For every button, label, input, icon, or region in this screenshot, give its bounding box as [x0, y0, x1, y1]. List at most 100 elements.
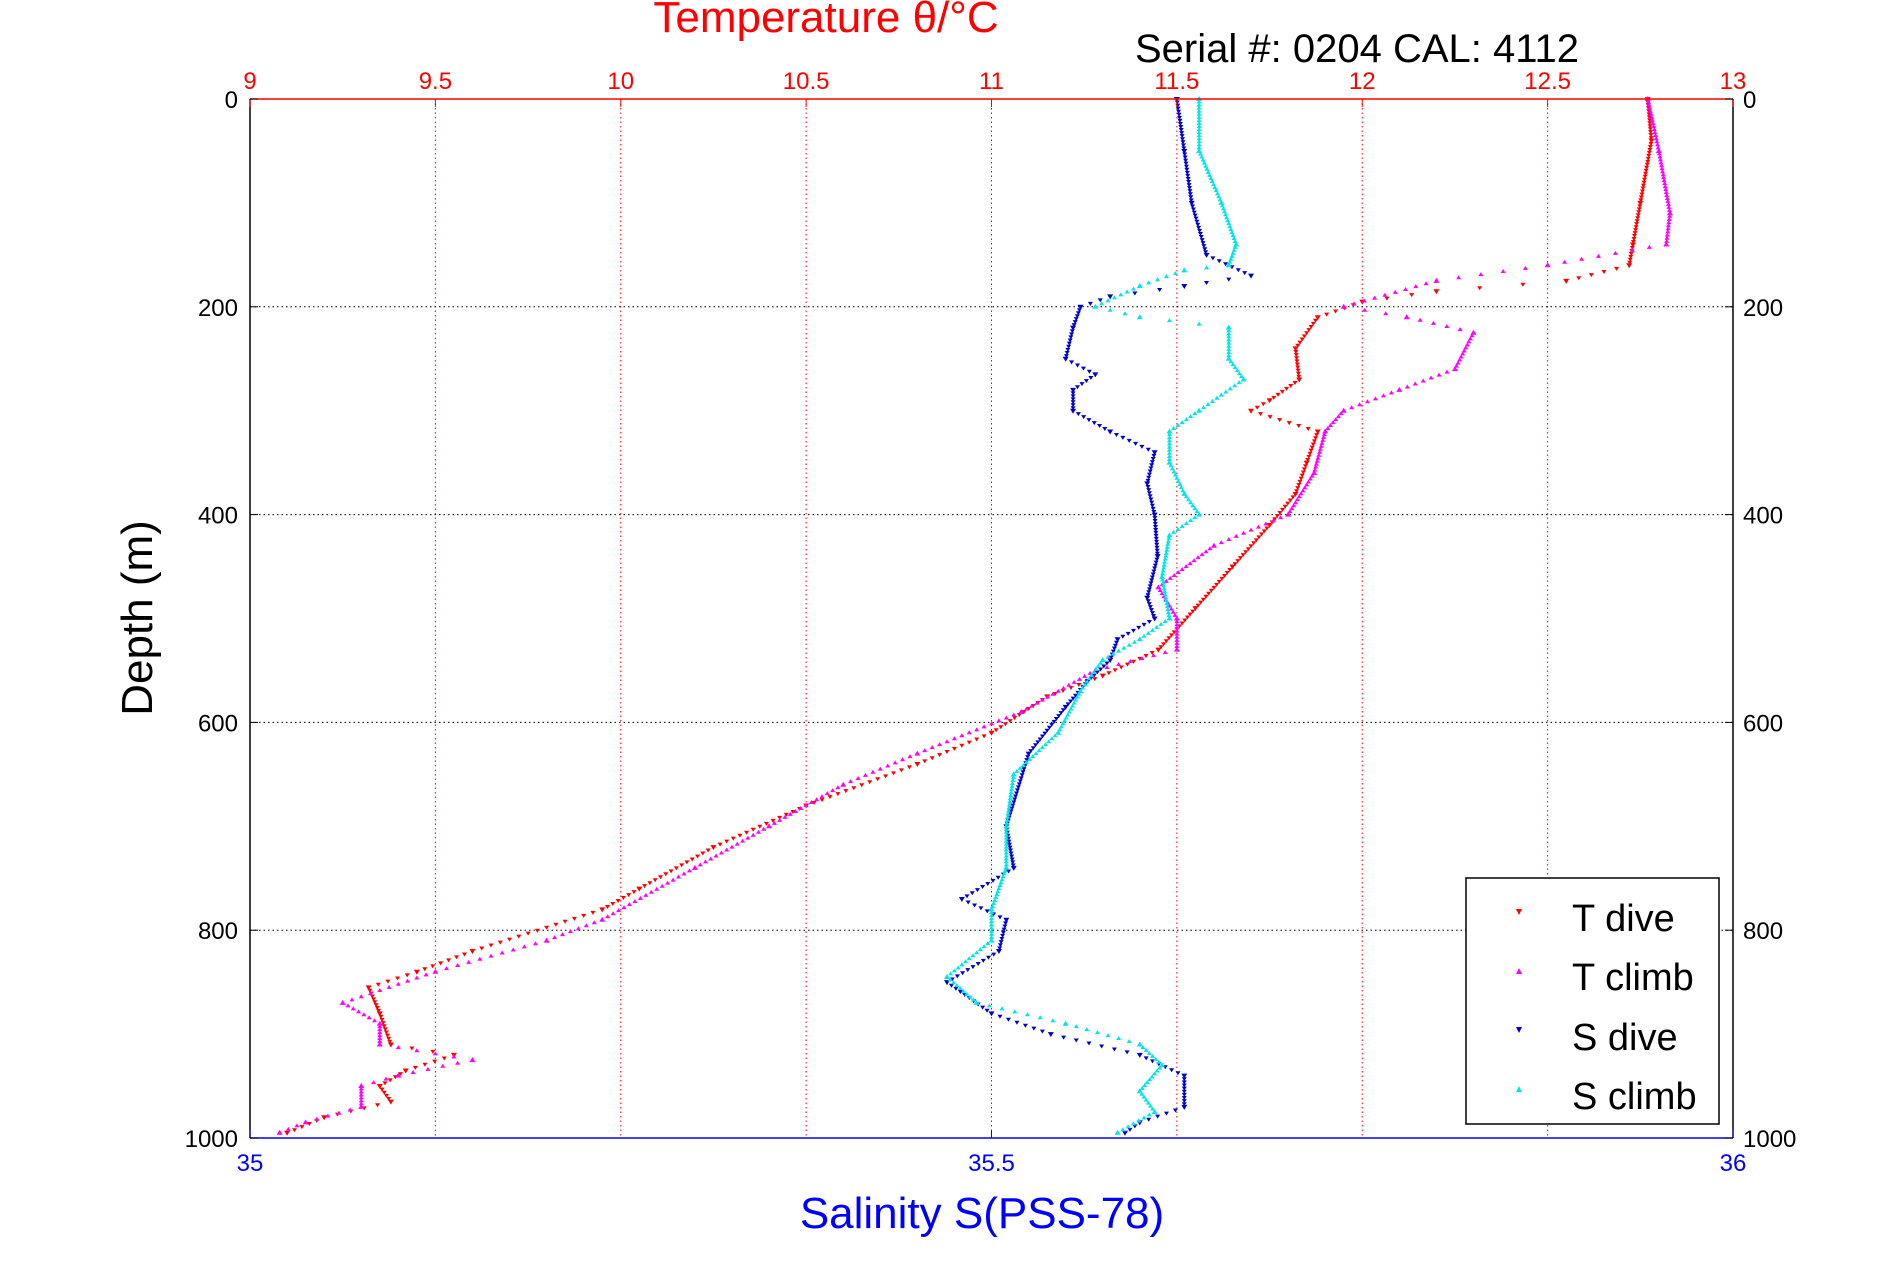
data-point [1662, 181, 1668, 186]
data-point [1259, 532, 1265, 537]
data-point [1187, 186, 1193, 191]
data-point [1012, 716, 1018, 721]
data-point [1053, 717, 1059, 722]
data-point [1153, 533, 1159, 538]
data-point [1166, 450, 1172, 455]
data-point [1073, 1038, 1079, 1043]
data-point [1641, 180, 1647, 185]
data-point [1150, 1106, 1156, 1111]
data-point [1112, 643, 1118, 648]
data-point [479, 946, 485, 951]
data-point [1172, 472, 1178, 477]
data-point [1207, 172, 1213, 177]
series-s-dive [944, 97, 1255, 1136]
data-point [1631, 237, 1637, 242]
data-point [985, 881, 991, 886]
data-point [358, 1095, 364, 1100]
data-point [989, 919, 994, 924]
data-point [875, 777, 881, 782]
data-point [1228, 359, 1234, 364]
data-point [1647, 105, 1653, 110]
data-point [1181, 1095, 1187, 1100]
data-point [1340, 303, 1347, 309]
data-point [1000, 933, 1006, 938]
data-point [1005, 814, 1011, 819]
data-point [1028, 749, 1034, 754]
data-point [1149, 1074, 1155, 1079]
data-point [891, 771, 897, 776]
data-point [1005, 1017, 1011, 1022]
data-point [974, 950, 980, 955]
data-point [978, 906, 984, 911]
data-point [1237, 556, 1243, 561]
data-point [980, 958, 986, 963]
data-point [1003, 829, 1009, 834]
data-point [1314, 315, 1321, 321]
data-point [398, 1072, 404, 1077]
data-point [951, 736, 957, 741]
data-point [306, 1121, 312, 1126]
data-point [366, 1015, 372, 1020]
data-point [997, 1014, 1003, 1019]
data-point [1222, 573, 1228, 578]
data-point [599, 916, 606, 922]
data-point [1308, 448, 1314, 453]
data-point [1211, 585, 1217, 590]
data-point [954, 974, 960, 979]
data-point [455, 963, 461, 968]
data-point [358, 1083, 365, 1089]
data-point [811, 801, 817, 806]
data-point [1069, 332, 1075, 337]
data-point [1148, 466, 1154, 471]
data-point [1001, 927, 1007, 932]
data-point [1155, 277, 1161, 282]
data-point [1660, 172, 1666, 177]
data-point [1003, 835, 1009, 840]
data-point [1160, 577, 1166, 582]
data-point [358, 1103, 365, 1109]
data-point [1187, 192, 1193, 197]
data-point [855, 776, 861, 781]
data-point [1145, 1100, 1151, 1105]
data-point [1075, 311, 1081, 316]
data-point [993, 895, 999, 900]
data-point [1298, 476, 1304, 481]
data-point [730, 836, 736, 841]
tick-label-temperature: 11.5 [1154, 68, 1199, 95]
data-point [404, 973, 410, 978]
data-point [1181, 267, 1188, 273]
data-point [1153, 530, 1159, 535]
data-point [626, 902, 632, 907]
data-point [1307, 451, 1313, 456]
data-point [1076, 308, 1082, 313]
data-point [681, 871, 687, 876]
data-point [1664, 195, 1670, 200]
data-point [1005, 811, 1011, 816]
data-point [1242, 271, 1248, 276]
data-point [1196, 139, 1202, 144]
data-point [1151, 569, 1157, 574]
data-point [1649, 117, 1655, 122]
data-point [1383, 311, 1389, 316]
data-point [1076, 691, 1082, 696]
data-point [957, 985, 963, 990]
data-point [1305, 479, 1311, 484]
data-point [1070, 391, 1076, 396]
data-point [1006, 808, 1012, 813]
data-point [1197, 231, 1203, 236]
data-point [1306, 328, 1312, 333]
data-point [1179, 131, 1185, 136]
data-point [1174, 628, 1180, 633]
data-point [1127, 659, 1133, 664]
data-point [1136, 1041, 1143, 1047]
data-point [965, 968, 971, 973]
data-point [562, 919, 568, 924]
data-point [1226, 277, 1232, 282]
data-point [1069, 360, 1075, 365]
data-point [1092, 677, 1098, 682]
data-point [1002, 722, 1008, 727]
data-point [1174, 634, 1180, 639]
data-point [1112, 668, 1118, 673]
data-point [1097, 424, 1103, 429]
data-point [1025, 751, 1032, 757]
